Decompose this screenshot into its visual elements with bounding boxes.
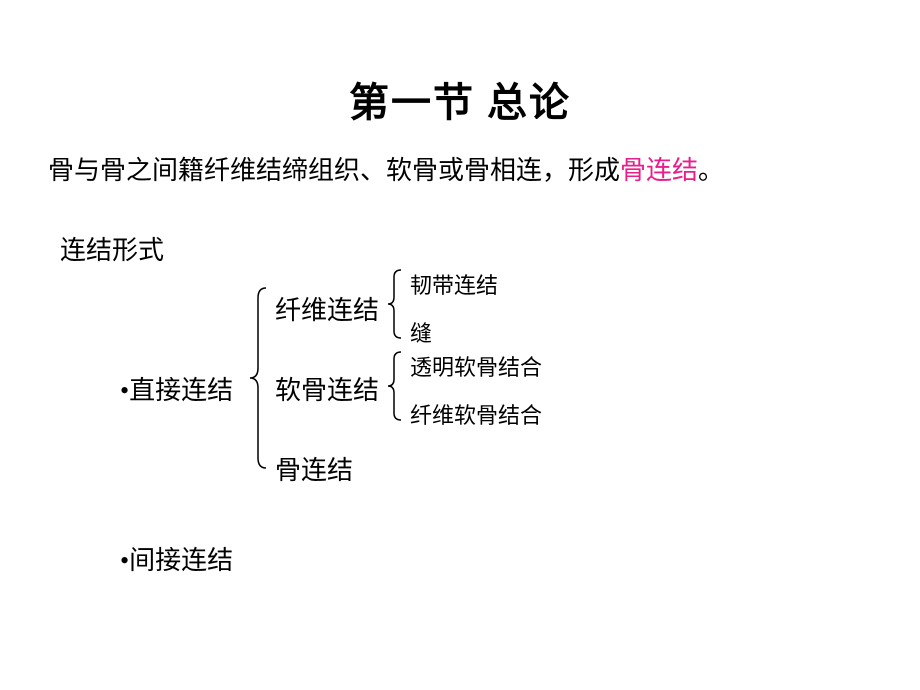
intro-text-b: 。: [698, 156, 724, 185]
direct-label: 直接连结: [129, 376, 233, 405]
indirect-bullet: •间接连结: [120, 540, 233, 577]
cartilage-child-a: 透明软骨结合: [410, 350, 542, 382]
intro-line: 骨与骨之间籍纤维结缔组织、软骨或骨相连，形成骨连结。: [48, 150, 724, 187]
bone-label: 骨连结: [275, 450, 353, 487]
direct-bullet: •直接连结: [120, 370, 233, 407]
cartilage-child-b: 纤维软骨结合: [410, 398, 542, 430]
fiber-child-a: 韧带连结: [410, 268, 498, 300]
page-title: 第一节 总论: [0, 0, 920, 128]
indirect-bullet-dot: •: [120, 546, 129, 575]
intro-highlight: 骨连结: [620, 156, 698, 185]
brace-cartilage: [388, 352, 404, 420]
fiber-child-b: 缝: [410, 316, 432, 348]
fiber-label: 纤维连结: [275, 290, 379, 327]
intro-text-a: 骨与骨之间籍纤维结缔组织、软骨或骨相连，形成: [48, 156, 620, 185]
brace-fiber: [388, 270, 404, 338]
indirect-label: 间接连结: [129, 546, 233, 575]
cartilage-label: 软骨连结: [275, 370, 379, 407]
brace-direct: [250, 288, 270, 468]
section-label: 连结形式: [60, 230, 164, 267]
bullet-dot: •: [120, 376, 129, 405]
